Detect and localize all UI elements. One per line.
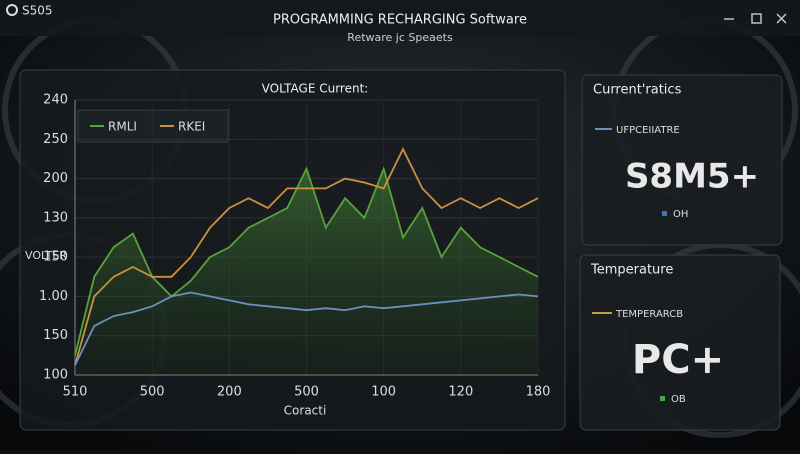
x-tick-label: 100 [371, 385, 396, 400]
area [75, 168, 538, 375]
readout-value: S8M5+ [625, 157, 759, 197]
legend-label: RMLI [108, 120, 137, 134]
legend-label: UFPCEIIATRE [616, 125, 680, 136]
y-tick-label: 240 [43, 93, 68, 108]
x-tick-label: 180 [526, 385, 551, 400]
app-icon [6, 4, 18, 16]
y-tick-label: 200 [43, 171, 68, 186]
window-title: S505 [22, 4, 53, 18]
x-tick-label: 500 [294, 385, 319, 400]
temperature-panel [579, 254, 781, 431]
readout-value: PC+ [632, 337, 724, 383]
app-title: PROGRAMMING RECHARGING Software [273, 13, 527, 28]
x-tick-label: 200 [217, 385, 242, 400]
unit-label: OB [671, 394, 686, 405]
legend-label: TEMPERARCB [615, 309, 683, 320]
series-line [74, 291, 539, 366]
y-tick-label: 100 [43, 368, 68, 383]
x-tick-label: 500 [140, 385, 165, 400]
x-tick-label: 510 [63, 385, 88, 400]
unit-swatch [662, 211, 667, 216]
y-axis-label: VOLTER [25, 249, 67, 262]
y-tick-label: 130 [43, 210, 68, 225]
x-tick-label: 120 [448, 385, 473, 400]
panel-title: Current'ratics [593, 83, 682, 98]
unit-label: OH [673, 209, 688, 220]
unit-swatch [660, 396, 665, 401]
y-tick-label: 150 [43, 328, 68, 343]
title-bar [0, 0, 800, 36]
y-tick-label: 1.00 [39, 289, 68, 304]
app-subtitle: Retware jc Speaets [347, 31, 453, 44]
panel-title: Temperature [590, 263, 673, 278]
close-button[interactable] [776, 13, 787, 24]
y-tick-label: 250 [43, 132, 68, 147]
y-tick-label: 150 [43, 250, 68, 265]
series-line [74, 147, 539, 366]
maximize-button[interactable] [751, 13, 762, 24]
current-panel [581, 74, 783, 246]
x-axis-label: Coracti [284, 404, 327, 418]
chart-title: VOLTAGE Current: [262, 82, 369, 96]
legend-label: RKEI [178, 120, 205, 134]
